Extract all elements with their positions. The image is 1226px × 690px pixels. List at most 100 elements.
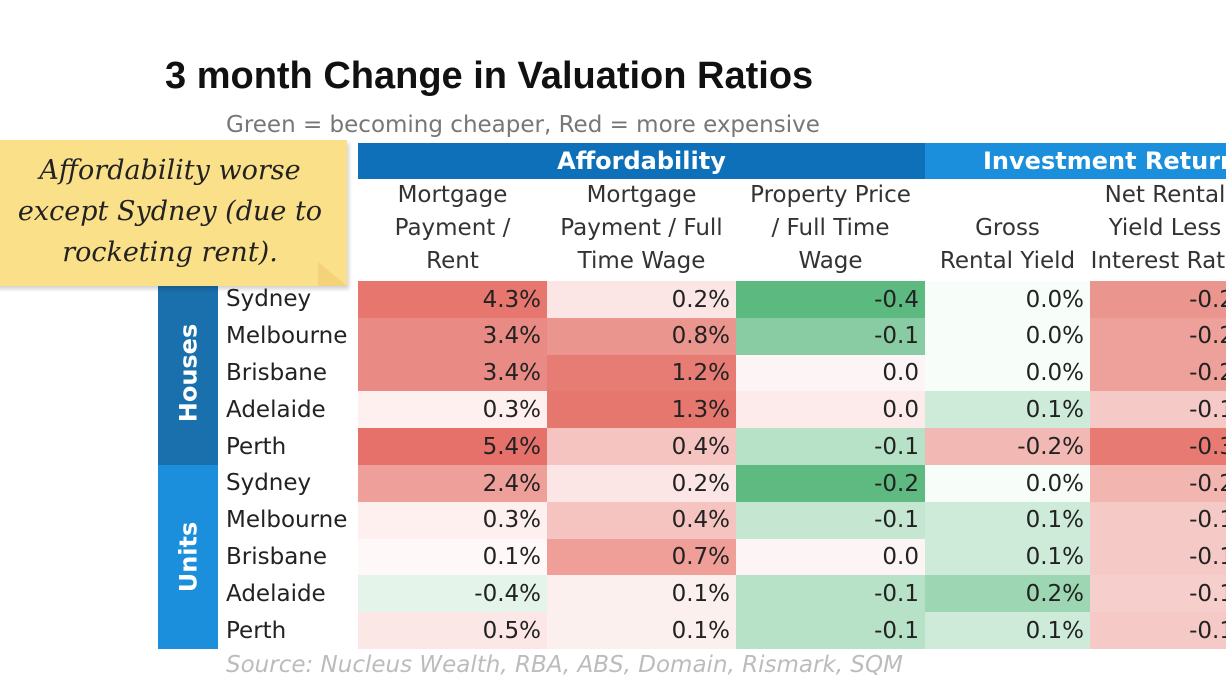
column-header-line: Rental Yield	[939, 248, 1076, 274]
row-city-label: Perth	[226, 433, 287, 460]
table-cell: 0.1%	[925, 612, 1090, 650]
chart-title: 3 month Change in Valuation Ratios	[165, 55, 814, 97]
table-cell: 0.3%	[358, 391, 547, 429]
table-cell: -0.1	[1090, 575, 1226, 613]
row-city-label: Perth	[226, 617, 287, 644]
row-city-label: Melbourne	[226, 507, 348, 534]
table-cell: -0.1	[736, 428, 925, 466]
table-cell: 0.5%	[358, 612, 547, 650]
table-cell: -0.2	[1090, 281, 1226, 319]
column-header-line: Payment /	[394, 215, 511, 241]
row-city-label: Brisbane	[226, 359, 328, 386]
table-cell: -0.1	[1090, 391, 1226, 429]
section-label-text: Units	[174, 521, 202, 593]
table-cell: -0.1	[736, 612, 925, 650]
table-cell: 0.7%	[547, 538, 736, 576]
sticky-note-fold	[318, 262, 347, 286]
column-header: Mortgage Payment / Full Time Wage	[547, 182, 736, 278]
table-cell: -0.2	[1090, 317, 1226, 356]
table-cell: -0.1	[736, 501, 925, 540]
column-group-header: Investment Returns	[925, 143, 1226, 179]
sticky-note-text: Affordability worse except Sydney (due t…	[0, 150, 340, 273]
row-city-label: Melbourne	[226, 323, 348, 350]
table-cell: 0.4%	[547, 428, 736, 466]
table-cell: 0.0%	[925, 281, 1090, 319]
table-cell: 0.1%	[547, 612, 736, 650]
column-header-text: Mortgage Payment / Rent	[395, 179, 511, 278]
column-header-line: Net Rental	[1104, 182, 1226, 208]
column-header-text: Mortgage Payment / Full Time Wage	[560, 179, 722, 278]
column-header: Net Rental Yield Less Interest Rate	[1090, 182, 1226, 278]
table-cell: 3.4%	[358, 354, 547, 392]
table-cell: -0.1	[736, 317, 925, 356]
table-cell: 0.2%	[925, 575, 1090, 613]
table-cell: 0.0%	[925, 354, 1090, 392]
table-cell: 0.0	[736, 538, 925, 576]
table-cell: -0.3	[1090, 428, 1226, 466]
table-cell: 0.0%	[925, 317, 1090, 356]
table-cell: 0.1%	[925, 538, 1090, 576]
sticky-note-line: Affordability worse	[39, 155, 301, 186]
column-header-line: Gross	[975, 215, 1040, 241]
row-city-label: Sydney	[226, 286, 312, 313]
table-cell: -0.1	[1090, 612, 1226, 650]
section-label: Units	[158, 465, 218, 649]
column-header-text: Property Price / Full Time Wage	[750, 179, 911, 278]
table-cell: 3.4%	[358, 317, 547, 356]
column-group-header: Affordability	[358, 143, 925, 179]
sticky-note	[0, 140, 347, 286]
row-city-label: Brisbane	[226, 543, 328, 570]
table-cell: 0.4%	[547, 501, 736, 540]
row-city-label: Adelaide	[226, 396, 326, 423]
section-band	[158, 281, 218, 465]
sticky-note-line: rocketing rent).	[62, 237, 278, 268]
table-cell: 0.1%	[547, 575, 736, 613]
table-cell: 2.4%	[358, 465, 547, 503]
table-cell: 0.0	[736, 391, 925, 429]
table-cell: 0.0	[736, 354, 925, 392]
table-cell: 1.2%	[547, 354, 736, 392]
table-cell: -0.4%	[358, 575, 547, 613]
table-cell: -0.2	[1090, 465, 1226, 503]
column-header: Mortgage Payment / Rent	[358, 182, 547, 278]
column-header-text: Net Rental Yield Less Interest Rate	[1091, 179, 1226, 278]
column-header-line: Wage	[798, 248, 863, 274]
column-header-line: Payment / Full	[560, 215, 723, 241]
table-cell: 0.1%	[358, 538, 547, 576]
table-cell: -0.4	[736, 281, 925, 319]
table-cell: 0.1%	[925, 391, 1090, 429]
table-cell: 0.2%	[547, 465, 736, 503]
table-cell: -0.2	[736, 465, 925, 503]
table-cell: 0.1%	[925, 501, 1090, 540]
table-cell: -0.2	[1090, 354, 1226, 392]
table-cell: 0.8%	[547, 317, 736, 356]
table-cell: 0.2%	[547, 281, 736, 319]
column-header: Gross Rental Yield	[925, 182, 1090, 278]
column-header-line: / Full Time	[771, 215, 890, 241]
table-cell: -0.1	[1090, 501, 1226, 540]
source-note: Source: Nucleus Wealth, RBA, ABS, Domain…	[226, 652, 903, 678]
table-cell: -0.2%	[925, 428, 1090, 466]
column-header-text: Gross Rental Yield	[940, 212, 1075, 278]
column-header: Property Price / Full Time Wage	[736, 182, 925, 278]
column-header-line: Mortgage	[397, 182, 508, 208]
column-header-line: Time Wage	[577, 248, 706, 274]
chart-subtitle: Green = becoming cheaper, Red = more exp…	[226, 112, 820, 138]
table-cell: 1.3%	[547, 391, 736, 429]
table-cell: 5.4%	[358, 428, 547, 466]
column-header-line: Property Price	[750, 182, 911, 208]
column-header-line: Interest Rate	[1090, 248, 1226, 274]
table-cell: 0.0%	[925, 465, 1090, 503]
row-city-label: Sydney	[226, 470, 312, 497]
section-band	[158, 465, 218, 649]
table-cell: 4.3%	[358, 281, 547, 319]
row-city-label: Adelaide	[226, 580, 326, 607]
table-cell: -0.1	[1090, 538, 1226, 576]
column-header-line: Mortgage	[586, 182, 697, 208]
section-label-text: Houses	[174, 323, 203, 423]
table-cell: 0.3%	[358, 501, 547, 540]
column-header-line: Yield Less	[1108, 215, 1222, 241]
table-cell: -0.1	[736, 575, 925, 613]
section-label: Houses	[158, 281, 218, 465]
column-header-line: Rent	[426, 248, 479, 274]
